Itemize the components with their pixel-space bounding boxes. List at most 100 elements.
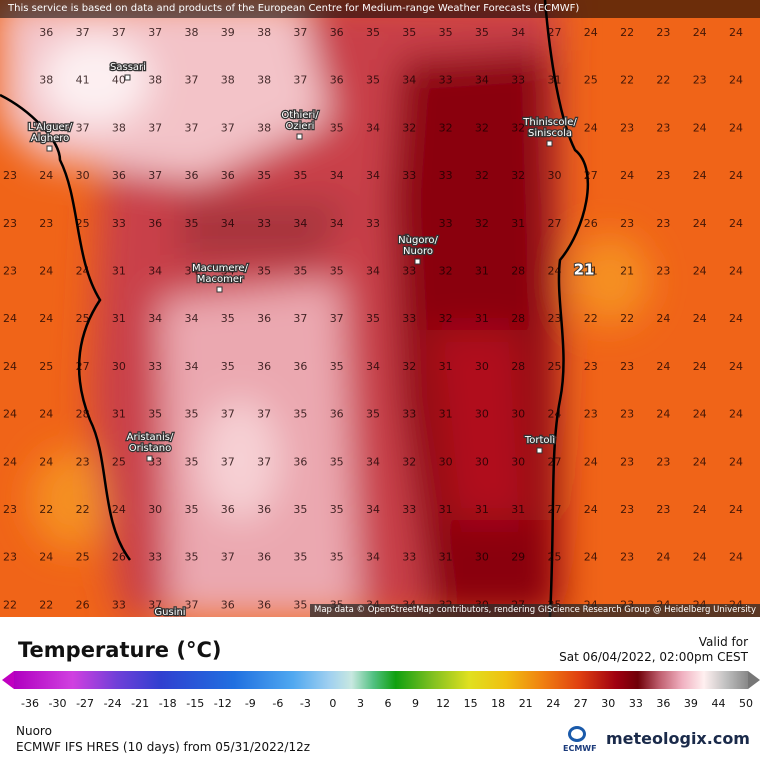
grid-value: 30 [76,169,90,182]
grid-value: 35 [293,169,307,182]
grid-value: 36 [185,169,199,182]
grid-value: 37 [185,598,199,611]
grid-value: 34 [148,265,162,278]
grid-value: 22 [76,503,90,516]
grid-value: 35 [221,312,235,325]
grid-value: 38 [148,74,162,87]
grid-value: 33 [148,551,162,564]
grid-value: 34 [293,217,307,230]
grid-value: 38 [185,26,199,39]
brand[interactable]: meteologix.com [606,729,750,748]
grid-value: 35 [257,169,271,182]
grid-value: 33 [402,503,416,516]
grid-value: 31 [475,503,489,516]
color-bar-tick: 6 [384,697,392,710]
grid-value: 23 [656,26,670,39]
grid-value: 24 [729,312,743,325]
grid-value: 23 [39,217,53,230]
grid-value: 24 [584,26,598,39]
grid-value: 36 [221,503,235,516]
grid-value: 35 [330,360,344,373]
grid-value: 24 [39,408,53,421]
grid-value: 36 [330,74,344,87]
grid-value: 35 [439,26,453,39]
grid-value: 35 [366,26,380,39]
grid-value: 28 [511,265,525,278]
grid-value: 33 [366,217,380,230]
grid-value: 24 [693,121,707,134]
grid-value: 23 [3,503,17,516]
grid-value: 35 [293,408,307,421]
grid-value: 33 [402,551,416,564]
place-marker [536,447,543,454]
grid-value: 24 [656,312,670,325]
grid-value: 22 [620,26,634,39]
grid-value: 24 [729,169,743,182]
grid-value: 35 [185,408,199,421]
grid-value: 37 [76,121,90,134]
place-labels: Sassari L'Alguer/Alghero Othieri/Ozieri Mac… [27,61,579,617]
grid-value: 24 [39,265,53,278]
grid-value: 36 [257,503,271,516]
grid-value: 33 [439,217,453,230]
grid-value: 24 [729,26,743,39]
legend-title: Temperature (°C) [18,638,222,662]
grid-value: 37 [293,74,307,87]
grid-value: 35 [366,408,380,421]
grid-value: 34 [221,265,235,278]
attribution: Map data © OpenStreetMap contributors, r… [310,604,760,617]
color-bar-tick: -15 [186,697,205,710]
grid-value: 24 [584,551,598,564]
grid-value: 24 [39,455,53,468]
ecmwf-logo [568,726,586,742]
grid-value: 23 [656,265,670,278]
grid-value: 24 [693,360,707,373]
grid-value: 24 [729,74,743,87]
grid-value: 35 [330,551,344,564]
color-bar-tick: -36 [21,697,39,710]
place-label: Aristanis/ [127,432,174,443]
grid-value: 36 [221,598,235,611]
grid-value: 24 [39,169,53,182]
grid-value: 35 [330,121,344,134]
place-label: Oristano [129,443,171,454]
color-bar-end [748,671,760,689]
grid-value: 32 [475,121,489,134]
grid-value: 31 [548,74,562,87]
place-label: Siniscola [528,128,572,139]
grid-value: 30 [475,551,489,564]
color-bar-tick: 24 [546,697,561,710]
place-marker [46,145,53,152]
grid-value: 37 [221,551,235,564]
grid-value: 37 [221,408,235,421]
place-label: Tortolì [524,434,555,446]
color-bar-tick: 30 [601,697,616,710]
grid-value: 35 [293,551,307,564]
grid-value: 35 [402,26,416,39]
grid-value: 41 [76,74,90,87]
place-label: Sassari [110,62,146,73]
grid-value: 35 [293,265,307,278]
grid-value: 24 [3,455,17,468]
grid-value: 30 [439,455,453,468]
grid-value: 37 [257,408,271,421]
grid-value: 33 [402,169,416,182]
color-bar-tick: -6 [272,697,284,710]
grid-value: 23 [3,169,17,182]
grid-value: 25 [76,217,90,230]
grid-value: 27 [76,360,90,373]
grid-value: 32 [511,121,525,134]
color-bar-tick: 3 [356,697,364,710]
color-bar-tick: -21 [131,697,150,710]
place-marker [414,258,421,265]
grid-value: 37 [76,26,90,39]
grid-value: 36 [257,551,271,564]
grid-value: 25 [548,360,562,373]
grid-value: 22 [39,503,53,516]
grid-value: 30 [511,408,525,421]
grid-value: 22 [39,598,53,611]
grid-value: 37 [185,74,199,87]
grid-value: 38 [257,26,271,39]
coastline [0,93,132,561]
highlight-value: 21 [574,261,595,279]
